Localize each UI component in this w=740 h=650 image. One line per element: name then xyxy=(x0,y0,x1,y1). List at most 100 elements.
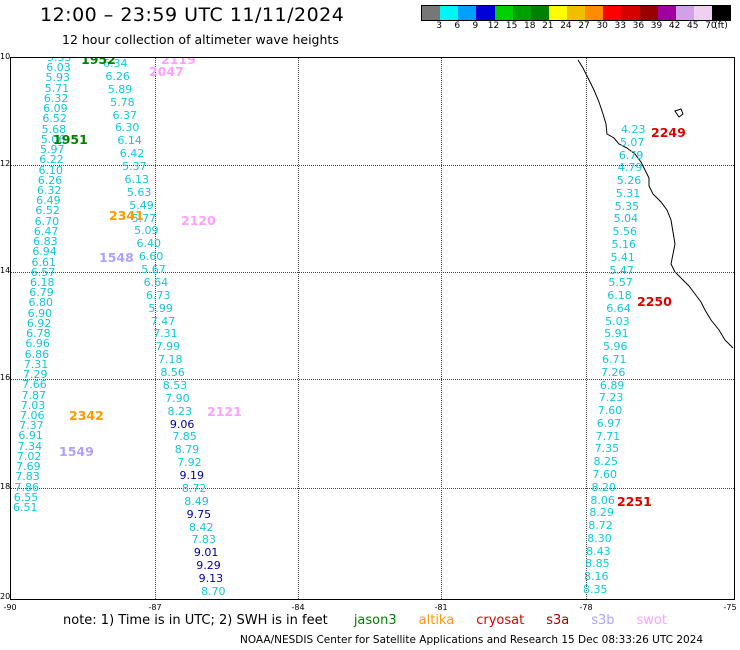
pass-time-label: 2251 xyxy=(617,494,652,509)
lon-label: -84 xyxy=(291,603,305,612)
scale-swatch xyxy=(458,6,477,20)
map-area: 5.55 6.03 5.93 5.71 6.32 6.09 6.52 5.68 5.06 5.97… xyxy=(10,57,735,600)
track-east-value: 8.20 xyxy=(591,480,616,494)
track-east-value: 5.26 xyxy=(616,174,642,188)
legend-cryosat: cryosat xyxy=(476,613,525,628)
scale-swatch xyxy=(621,6,640,20)
lat-label: 14 xyxy=(0,266,11,275)
track-middle-value: 8.53 xyxy=(162,378,188,392)
scale-label: 42 xyxy=(668,21,681,31)
track-middle-value: 5.89 xyxy=(107,82,133,96)
track-west-value: 6.94 xyxy=(32,245,57,259)
scale-swatch xyxy=(675,6,694,20)
island-shape xyxy=(674,108,684,118)
scale-label: 70 xyxy=(705,21,717,31)
track-east-value: 8.25 xyxy=(593,455,619,469)
track-west-value: 6.57 xyxy=(30,265,56,279)
track-east-value: 5.41 xyxy=(610,250,635,264)
scale-swatch xyxy=(422,6,441,20)
scale-label: 6 xyxy=(454,21,461,31)
track-west-value: 7.69 xyxy=(16,460,41,474)
legend-altika: altika xyxy=(418,613,455,628)
track-east-value: 7.35 xyxy=(594,442,620,456)
color-scale-labels: 3 6 9 12 15 18 21 24 27 30 33 36 39 42 45 70 (ft) xyxy=(421,21,733,33)
track-east-value: 6.64 xyxy=(606,301,631,315)
track-east-value: 7.23 xyxy=(598,391,624,405)
track-middle-value: 5.77 xyxy=(131,211,157,225)
track-east-value: 5.03 xyxy=(605,314,630,328)
track-middle-value: 8.56 xyxy=(160,366,185,380)
gridline-lon-81 xyxy=(441,58,442,599)
track-west-value: 6.61 xyxy=(31,255,57,269)
scale-label: 30 xyxy=(596,21,608,31)
scale-swatch xyxy=(567,6,586,20)
gridline-lat-16 xyxy=(11,379,734,380)
track-east-value: 8.29 xyxy=(589,506,614,520)
track-middle-value: 6.13 xyxy=(124,172,150,186)
pass-time-label: 2250 xyxy=(637,294,672,309)
track-east-value: 7.26 xyxy=(600,365,626,379)
track-east-value: 4.79 xyxy=(617,161,643,175)
scale-label: 21 xyxy=(542,21,554,31)
track-middle-value: 9.06 xyxy=(169,417,195,431)
track-east-value: 7.71 xyxy=(595,429,621,443)
pass-time-label: 2047 xyxy=(149,64,184,79)
pass-time-label: 2120 xyxy=(181,213,216,228)
pass-time-label: 1952 xyxy=(81,57,116,67)
scale-label: 24 xyxy=(560,21,572,31)
track-west-value: 7.87 xyxy=(21,388,47,402)
track-middle-value: 5.49 xyxy=(129,198,154,212)
track-west-value: 7.34 xyxy=(17,439,43,453)
pass-time-label: 2121 xyxy=(207,404,242,419)
track-east-value: 6.79 xyxy=(618,148,644,162)
scale-unit-label: (ft) xyxy=(714,21,728,31)
track-middle-value: 7.83 xyxy=(191,533,216,547)
coastline xyxy=(577,59,734,349)
track-middle-value: 6.64 xyxy=(143,275,169,289)
track-west-value: 6.22 xyxy=(39,153,64,167)
lon-label: -87 xyxy=(148,603,162,612)
track-west-value: 6.96 xyxy=(25,337,50,351)
scale-swatch xyxy=(712,6,731,20)
gridline-lon-87 xyxy=(155,58,156,599)
track-east-value: 5.57 xyxy=(608,276,633,290)
track-west-value: 7.66 xyxy=(22,378,47,392)
lat-label: 16 xyxy=(0,373,11,382)
lat-label: 10 xyxy=(0,52,11,61)
track-west-value: 6.92 xyxy=(26,316,52,330)
track-east-value: 5.16 xyxy=(611,238,637,251)
track-west-value: 6.52 xyxy=(42,112,67,126)
lon-label: -90 xyxy=(3,603,17,612)
track-east-value: 6.71 xyxy=(602,353,627,366)
pass-time-label: 1951 xyxy=(53,132,88,147)
scale-swatch xyxy=(585,6,604,20)
scale-label: 45 xyxy=(687,21,699,31)
track-east-value: 5.31 xyxy=(615,186,641,200)
lon-label: -78 xyxy=(579,603,593,612)
track-east-value: 6.89 xyxy=(599,378,625,392)
track-east-value: 8.30 xyxy=(587,531,612,545)
scale-swatch xyxy=(693,6,712,20)
track-middle-value: 6.34 xyxy=(103,57,128,70)
track-west-value: 6.52 xyxy=(35,204,60,218)
track-west-value: 7.37 xyxy=(19,419,44,433)
legend-s3b: s3b xyxy=(591,613,615,628)
scale-label: 39 xyxy=(650,21,663,31)
track-west-value: 5.68 xyxy=(41,122,67,136)
track-middle-value: 5.67 xyxy=(141,263,166,277)
track-east-value: 8.16 xyxy=(584,570,609,584)
lat-label: 20 xyxy=(0,592,11,601)
track-middle-value: 8.72 xyxy=(181,481,207,495)
scale-swatch xyxy=(657,6,676,20)
track-middle-value: 5.99 xyxy=(148,301,173,315)
track-middle-value: 9.01 xyxy=(193,546,219,560)
gridline-lon-78 xyxy=(586,58,587,599)
track-middle-value: 5.09 xyxy=(134,224,159,238)
track-west-value: 5.55 xyxy=(47,57,72,64)
scale-swatch xyxy=(494,6,513,20)
track-west-value: 6.10 xyxy=(38,163,64,177)
central-america-coastline xyxy=(577,59,734,349)
note-bar: note: 1) Time is in UTC; 2) SWH is in fe… xyxy=(63,613,667,628)
track-east-value: 8.85 xyxy=(585,557,610,571)
track-middle-value: 7.90 xyxy=(165,391,190,405)
